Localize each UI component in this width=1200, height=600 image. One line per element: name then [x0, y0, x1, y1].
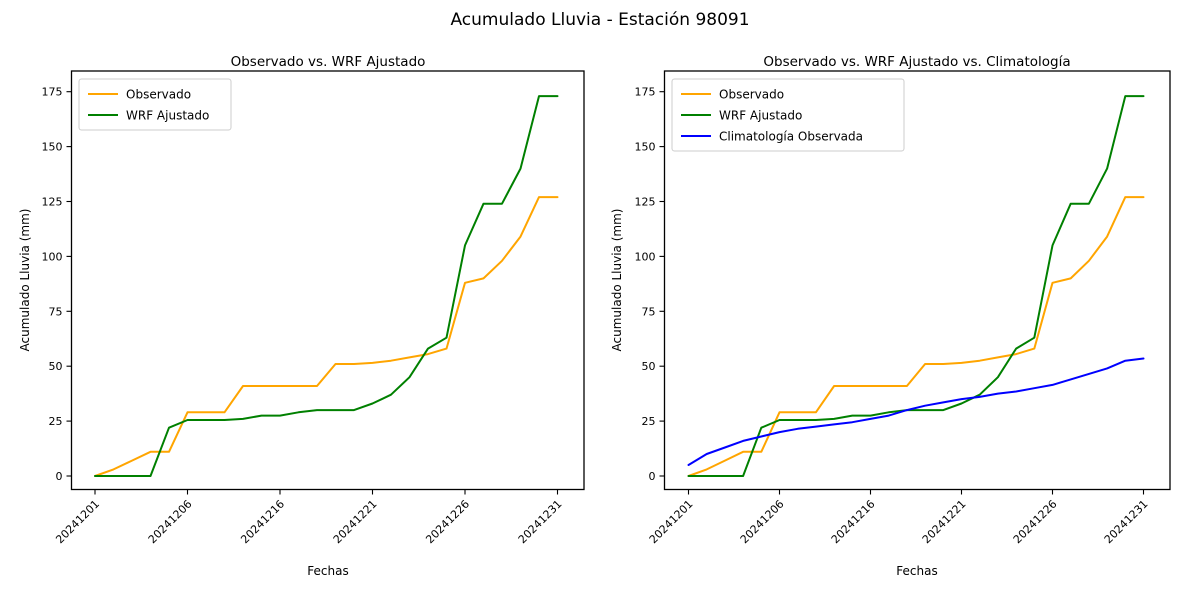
legend-box [78, 78, 232, 131]
y-tick-labels: 0 25 50 75 100 125 150 175 [635, 86, 665, 483]
x-tick-labels: 20241201 20241206 20241216 20241221 20241226… [647, 489, 1151, 546]
x-tick-label: 20241231 [516, 497, 565, 546]
x-tick-label: 20241201 [647, 497, 696, 546]
x-tick-label: 20241226 [423, 497, 472, 546]
y-tick-label: 50 [49, 360, 63, 373]
y-tick-label: 125 [635, 196, 656, 209]
y-tick-label: 150 [42, 141, 63, 154]
x-tick-label: 20241216 [829, 497, 878, 546]
x-tick-label: 20241216 [238, 497, 287, 546]
legend-label: Observado [126, 88, 191, 102]
series-line-observado [94, 196, 559, 477]
legend: Observado WRF Ajustado Climatología Observ… [671, 78, 905, 152]
series-line-observado [687, 196, 1145, 477]
axes-frame [70, 70, 585, 491]
x-tick-label: 20241221 [331, 497, 380, 546]
legend: Observado WRF Ajustado [78, 78, 232, 131]
y-tick-label: 50 [642, 360, 656, 373]
y-tick-label: 175 [42, 86, 63, 99]
y-tick-label: 175 [635, 86, 656, 99]
y-tick-label: 100 [42, 250, 63, 263]
series-line-climatolog-a-observada [687, 357, 1145, 466]
x-tick-label: 20241221 [920, 497, 969, 546]
legend-label: Observado [719, 88, 784, 102]
y-tick-label: 100 [635, 250, 656, 263]
y-tick-label: 0 [649, 470, 656, 483]
right-x-axis-label: Fechas [896, 564, 938, 578]
y-tick-label: 25 [49, 415, 63, 428]
x-tick-label: 20241206 [146, 497, 195, 546]
y-tick-labels: 0 25 50 75 100 125 150 175 [42, 86, 72, 483]
y-tick-label: 0 [56, 470, 63, 483]
left-x-axis-label: Fechas [307, 564, 349, 578]
right-plot-title: Observado vs. WRF Ajustado vs. Climatolo… [763, 54, 1071, 70]
y-tick-label: 25 [642, 415, 656, 428]
series-line-wrf-ajustado [94, 95, 559, 477]
legend-label: WRF Ajustado [719, 109, 802, 123]
legend-label: Climatología Observada [719, 130, 863, 144]
y-tick-label: 125 [42, 196, 63, 209]
figure-title: Acumulado Lluvia - Estación 98091 [450, 10, 750, 30]
legend-label: WRF Ajustado [126, 109, 209, 123]
x-tick-label: 20241206 [738, 497, 787, 546]
x-tick-label: 20241231 [1102, 497, 1151, 546]
x-tick-label: 20241226 [1011, 497, 1060, 546]
x-tick-labels: 20241201 20241206 20241216 20241221 20241226… [53, 489, 565, 546]
x-tick-label: 20241201 [53, 497, 102, 546]
y-tick-label: 150 [635, 141, 656, 154]
legend-box [671, 78, 905, 152]
series-line-wrf-ajustado [687, 95, 1145, 477]
y-tick-label: 75 [49, 305, 63, 318]
left-plot-title: Observado vs. WRF Ajustado [230, 54, 426, 70]
y-tick-label: 75 [642, 305, 656, 318]
